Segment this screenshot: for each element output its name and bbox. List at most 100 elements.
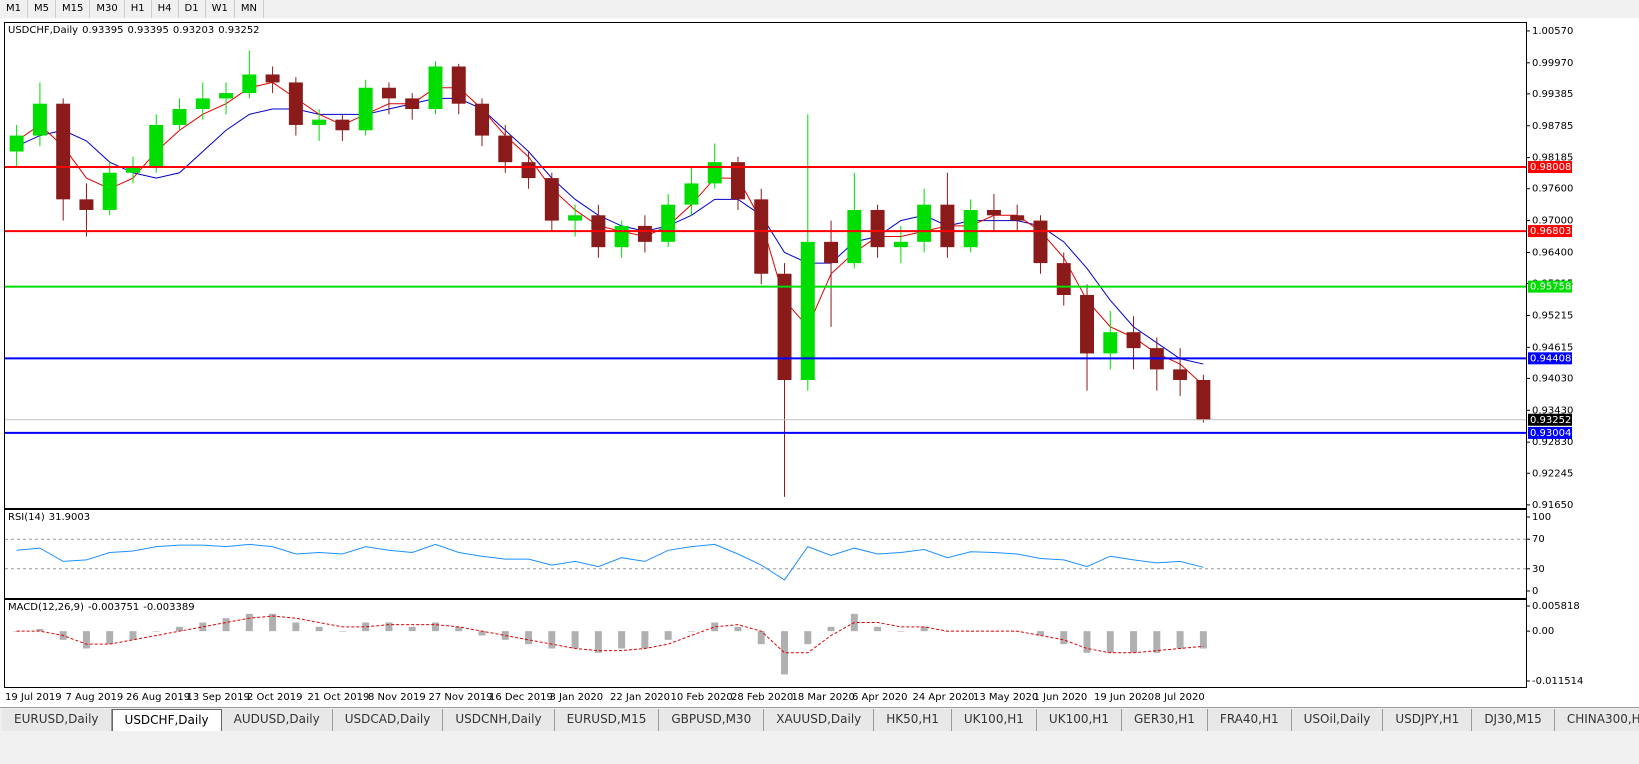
chart-tab[interactable]: EURUSD,Daily xyxy=(2,709,112,731)
macd-bar xyxy=(920,626,928,632)
macd-bar xyxy=(1106,631,1114,653)
candle-body xyxy=(1196,380,1211,420)
rsi-header: RSI(14) 31.9003 xyxy=(8,512,94,523)
macd-bar xyxy=(1153,631,1161,653)
chart-tab[interactable]: AUDUSD,Daily xyxy=(221,709,333,731)
timeframe-button[interactable]: MN xyxy=(235,0,264,18)
rsi-line xyxy=(16,543,1204,581)
y-tick-label: 0.92245 xyxy=(1532,468,1573,479)
macd-bar xyxy=(152,631,160,632)
level-label-box xyxy=(1528,161,1572,174)
level-label: 0.94408 xyxy=(1530,353,1571,364)
level-label: 0.98008 xyxy=(1530,162,1571,173)
chart-tab[interactable]: DJ30,M15 xyxy=(1472,709,1555,731)
macd-bar xyxy=(455,626,463,632)
y-tick-label: 0.93430 xyxy=(1532,405,1573,416)
candle-body xyxy=(544,178,559,221)
x-tick-label: 28 Feb 2020 xyxy=(731,692,793,703)
candle-body xyxy=(381,87,396,99)
macd-bar xyxy=(245,613,253,632)
macd-bar xyxy=(641,631,649,649)
candle-body xyxy=(800,241,815,381)
current-price-label: 0.93252 xyxy=(1530,415,1571,426)
x-tick-label: 2 Oct 2019 xyxy=(247,692,302,703)
x-tick-label: 3 Jan 2020 xyxy=(550,692,604,703)
macd-bar xyxy=(408,626,416,632)
y-tick-label: 0.94030 xyxy=(1532,373,1573,384)
candle-body xyxy=(521,162,536,179)
chart-tab[interactable]: UK100,H1 xyxy=(1036,709,1122,731)
chart-tab[interactable]: USDCHF,Daily xyxy=(111,709,222,731)
candle-body xyxy=(870,209,885,248)
chart-tab[interactable]: GBPUSD,M30 xyxy=(659,709,765,731)
candle-body xyxy=(661,204,676,242)
macd-bar xyxy=(362,622,370,632)
macd-bar xyxy=(827,626,835,632)
chart-tab[interactable]: UK100,H1 xyxy=(951,709,1037,731)
y-tick-label: 0.95215 xyxy=(1532,310,1573,321)
chart-tab[interactable]: USDCNH,Daily xyxy=(443,709,555,731)
macd-bar xyxy=(1176,631,1184,649)
timeframe-button[interactable]: M5 xyxy=(28,0,56,18)
timeframe-button[interactable]: H1 xyxy=(125,0,152,18)
chart-tab[interactable]: XAUUSD,Daily xyxy=(764,709,875,731)
timeframe-button[interactable]: D1 xyxy=(179,0,206,18)
y-tick-label: 0.005818 xyxy=(1532,601,1580,612)
candle-body xyxy=(405,98,420,110)
x-tick-label: 27 Nov 2019 xyxy=(429,692,493,703)
macd-bar xyxy=(1036,631,1044,636)
candle-body xyxy=(963,209,978,248)
chart-tab[interactable]: GER30,H1 xyxy=(1121,709,1208,731)
candle-body xyxy=(1103,332,1118,354)
macd-bar xyxy=(1199,631,1207,649)
y-tick-label: 0.99970 xyxy=(1532,58,1573,69)
chart-background xyxy=(0,18,1639,708)
candle-body xyxy=(428,66,443,110)
rsi-panel-frame xyxy=(4,509,1527,599)
macd-bar xyxy=(129,631,137,640)
macd-bar xyxy=(804,631,812,645)
chart-tab[interactable]: CHINA300,H4 xyxy=(1554,709,1639,731)
timeframe-button[interactable]: M15 xyxy=(56,0,91,18)
timeframe-button[interactable]: W1 xyxy=(206,0,235,18)
candle-body xyxy=(917,204,932,242)
timeframe-button[interactable]: M1 xyxy=(0,0,28,18)
macd-panel-frame xyxy=(4,599,1527,688)
x-tick-label: 19 Jul 2019 xyxy=(5,692,62,703)
timeframe-button[interactable]: H4 xyxy=(152,0,179,18)
y-tick-label: 0.98785 xyxy=(1532,121,1573,132)
macd-bar xyxy=(106,631,114,645)
y-tick-label: 0.94615 xyxy=(1532,342,1573,353)
x-tick-label: 18 Mar 2020 xyxy=(792,692,855,703)
chart-tab[interactable]: USOil,Daily xyxy=(1291,709,1384,731)
level-label: 0.95758 xyxy=(1530,282,1571,293)
timeframe-button[interactable]: M30 xyxy=(90,0,125,18)
candle-body xyxy=(451,66,466,104)
candle-body xyxy=(219,93,234,99)
candle-body xyxy=(986,209,1001,216)
y-tick-label: 100 xyxy=(1532,512,1551,523)
candle-body xyxy=(335,119,350,131)
indicator-value: -0.003751 xyxy=(87,602,140,613)
macd-bar xyxy=(594,631,602,653)
x-tick-label: 8 Jul 2020 xyxy=(1155,692,1205,703)
macd-bar xyxy=(664,631,672,640)
chart-tab[interactable]: EURUSD,M15 xyxy=(554,709,660,731)
macd-bar xyxy=(385,622,393,632)
macd-bar xyxy=(687,631,695,632)
chart-tab[interactable]: HK50,H1 xyxy=(874,709,952,731)
ohlc-value: 0.93203 xyxy=(172,25,215,36)
macd-bar xyxy=(525,631,533,645)
x-tick-label: 1 Jun 2020 xyxy=(1034,692,1088,703)
chart-tab[interactable]: USDJPY,H1 xyxy=(1383,709,1473,731)
chart-tab[interactable]: FRA40,H1 xyxy=(1207,709,1292,731)
chart-tab[interactable]: USDCAD,Daily xyxy=(332,709,444,731)
candle-body xyxy=(754,199,769,274)
level-label: 0.93004 xyxy=(1530,428,1571,439)
macd-signal-line xyxy=(16,615,1204,654)
candle-body xyxy=(1033,220,1048,264)
macd-bar xyxy=(431,622,439,632)
macd-bar xyxy=(781,631,789,675)
macd-bar xyxy=(315,626,323,632)
timeframe-toolbar: M1 M5 M15 M30 H1 H4 D1 W1 MN xyxy=(0,0,264,18)
